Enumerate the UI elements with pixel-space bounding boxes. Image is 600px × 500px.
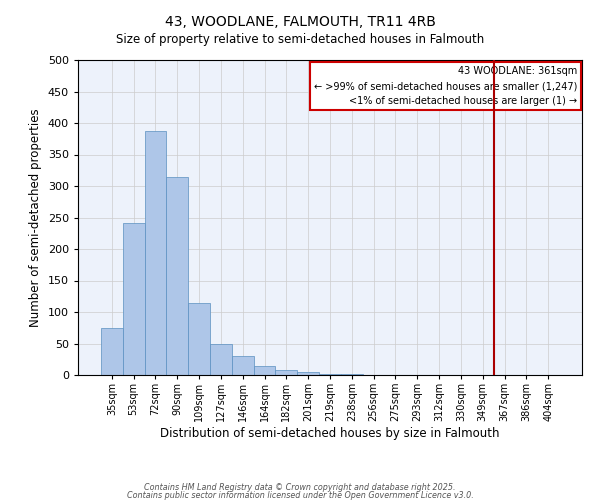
Bar (101, 328, 123, 375)
Bar (254, 366, 275, 375)
Bar (188, 302, 210, 375)
Bar (232, 356, 254, 375)
Y-axis label: Number of semi-detached properties: Number of semi-detached properties (29, 108, 42, 327)
Bar (210, 344, 232, 375)
Text: Size of property relative to semi-detached houses in Falmouth: Size of property relative to semi-detach… (116, 32, 484, 46)
Bar (145, 130, 166, 375)
Bar (297, 372, 319, 375)
Bar (123, 222, 145, 375)
Text: 43 WOODLANE: 361sqm
← >99% of semi-detached houses are smaller (1,247)
<1% of se: 43 WOODLANE: 361sqm ← >99% of semi-detac… (314, 66, 577, 106)
Bar (275, 370, 297, 375)
Text: Contains public sector information licensed under the Open Government Licence v3: Contains public sector information licen… (127, 491, 473, 500)
Text: 43, WOODLANE, FALMOUTH, TR11 4RB: 43, WOODLANE, FALMOUTH, TR11 4RB (164, 15, 436, 29)
X-axis label: Distribution of semi-detached houses by size in Falmouth: Distribution of semi-detached houses by … (160, 427, 500, 440)
Text: Contains HM Land Registry data © Crown copyright and database right 2025.: Contains HM Land Registry data © Crown c… (144, 484, 456, 492)
Bar (319, 374, 341, 375)
Bar (166, 176, 188, 375)
Bar (341, 374, 363, 375)
